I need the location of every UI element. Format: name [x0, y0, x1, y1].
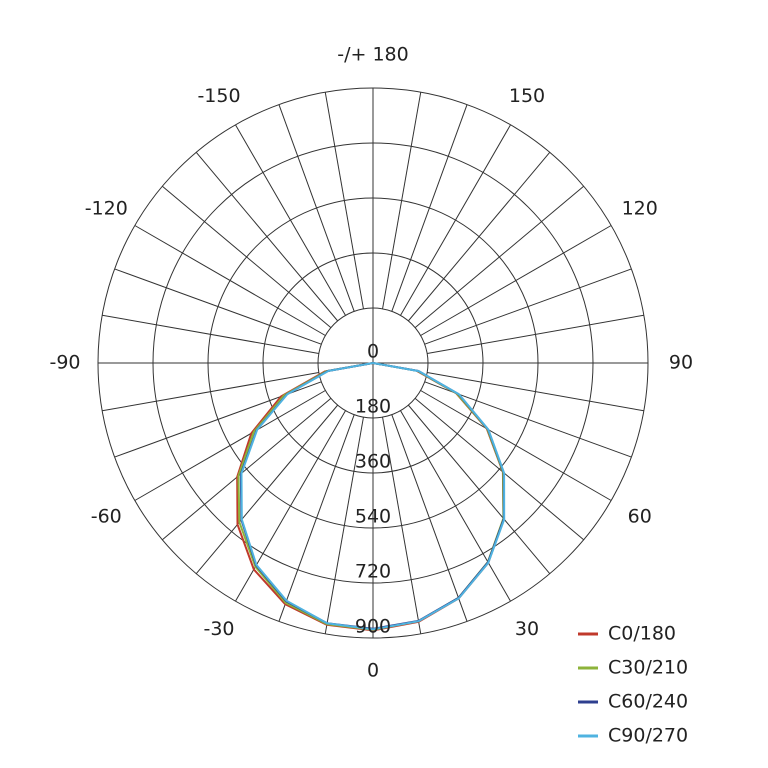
theta-tick-label: 60 [628, 506, 652, 528]
grid-ray [134, 390, 326, 501]
grid-ray [414, 397, 584, 541]
theta-tick-label: -150 [197, 85, 240, 107]
r-tick-label: 0 [367, 341, 379, 363]
grid-ray [278, 414, 355, 622]
grid-ray [162, 397, 332, 541]
grid-ray [162, 185, 332, 329]
grid-ray [382, 417, 422, 634]
r-tick-label: 540 [355, 506, 391, 528]
grid-ray [102, 372, 319, 412]
grid-ray [235, 124, 346, 316]
legend-label: C60/240 [608, 691, 688, 713]
theta-tick-label: 0 [367, 660, 379, 682]
grid-ray [427, 372, 644, 412]
grid-ray [420, 390, 612, 501]
grid-ray [400, 410, 511, 602]
grid-ray [114, 268, 322, 345]
grid-ray [400, 124, 511, 316]
legend-label: C30/210 [608, 657, 688, 679]
theta-tick-label: 120 [622, 198, 658, 220]
theta-tick-label: -/+ 180 [337, 44, 408, 66]
grid-ray [324, 92, 364, 309]
r-tick-label: 180 [355, 396, 391, 418]
r-tick-label: 360 [355, 451, 391, 473]
series-line [240, 362, 506, 631]
grid-ray [195, 404, 339, 574]
grid-ray [407, 152, 551, 322]
grid-ray [424, 268, 632, 345]
theta-tick-label: 30 [515, 618, 539, 640]
r-tick-label: 900 [355, 616, 391, 638]
legend-label: C90/270 [608, 725, 688, 747]
grid-ray [102, 314, 319, 354]
grid-ray [414, 185, 584, 329]
grid-ray [420, 225, 612, 336]
grid-ray [407, 404, 551, 574]
grid-ray [382, 92, 422, 309]
grid-ray [427, 314, 644, 354]
theta-tick-label: -120 [85, 198, 128, 220]
grid-ray [324, 417, 364, 634]
grid-ray [391, 104, 468, 312]
theta-tick-label: 150 [509, 85, 545, 107]
grid-ray [278, 104, 355, 312]
theta-tick-label: 90 [669, 352, 693, 374]
legend-label: C0/180 [608, 623, 676, 645]
grid-ray [391, 414, 468, 622]
theta-tick-label: -90 [49, 352, 80, 374]
r-tick-label: 720 [355, 561, 391, 583]
theta-tick-label: -30 [203, 618, 234, 640]
theta-tick-label: -60 [91, 506, 122, 528]
grid-ray [195, 152, 339, 322]
grid-ray [134, 225, 326, 336]
